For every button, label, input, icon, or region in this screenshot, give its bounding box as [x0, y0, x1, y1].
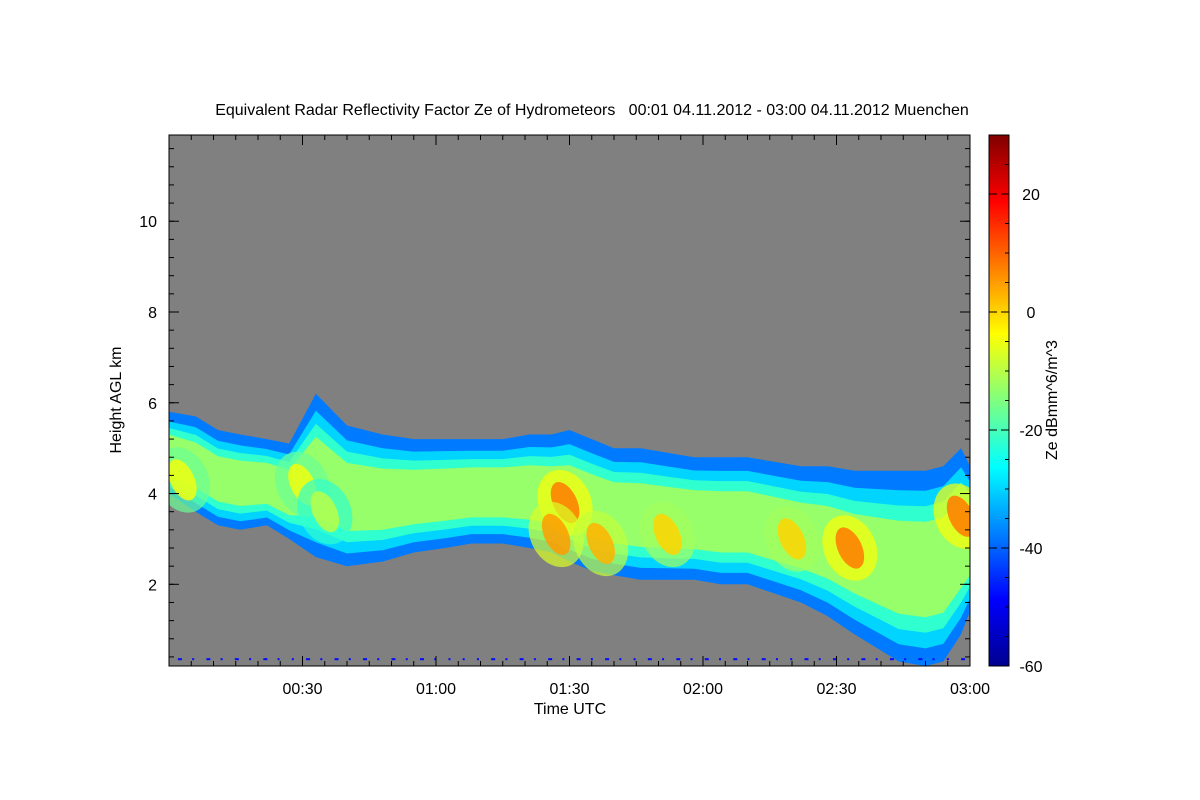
colorbar-title: Ze dBmm^6/m^3 — [1044, 340, 1061, 460]
surface-echo — [206, 658, 211, 661]
reflectivity-core — [541, 513, 571, 555]
y-tick-label: 10 — [139, 214, 157, 231]
surface-echo — [804, 658, 809, 661]
surface-echo — [434, 658, 437, 661]
surface-echo — [348, 658, 351, 661]
surface-echo — [391, 658, 396, 661]
surface-echo — [747, 658, 750, 661]
surface-echo — [320, 658, 323, 661]
surface-echo — [277, 658, 280, 661]
surface-echo — [419, 658, 424, 661]
surface-echo — [690, 658, 693, 661]
surface-echo — [448, 658, 451, 661]
x-tick-label: 02:00 — [683, 681, 723, 698]
surface-echo — [562, 658, 565, 661]
surface-echo — [491, 658, 496, 661]
reflectivity-field — [169, 393, 970, 666]
y-tick-label: 2 — [148, 577, 157, 594]
x-tick-label: 02:30 — [816, 681, 856, 698]
surface-echo — [234, 658, 239, 661]
surface-echo — [462, 658, 465, 661]
surface-echo — [847, 658, 850, 661]
surface-echo — [961, 658, 966, 661]
surface-echo — [519, 658, 524, 661]
surface-echo — [505, 658, 508, 661]
surface-echo — [733, 658, 738, 661]
surface-echo — [576, 658, 581, 661]
y-axis-title: Height AGL km — [108, 346, 125, 453]
surface-echo — [220, 658, 223, 661]
surface-echo — [889, 658, 894, 661]
surface-echo — [619, 658, 622, 661]
surface-echo — [476, 658, 479, 661]
surface-echo — [704, 658, 709, 661]
colorbar-tick-label: -20 — [1019, 423, 1042, 440]
x-tick-label: 01:00 — [416, 681, 456, 698]
surface-echo — [633, 658, 636, 661]
surface-echo — [861, 658, 866, 661]
reflectivity-core — [310, 491, 340, 533]
surface-echo — [875, 658, 878, 661]
reflectivity-core — [653, 513, 682, 555]
surface-echo — [832, 658, 837, 661]
colorbar-tick-label: 0 — [1027, 305, 1036, 322]
reflectivity-core — [777, 518, 807, 560]
surface-echo — [377, 658, 380, 661]
surface-echo — [790, 658, 793, 661]
x-tick-label: 03:00 — [950, 681, 990, 698]
surface-echo — [590, 658, 593, 661]
surface-echo — [719, 658, 722, 661]
surface-echo — [761, 658, 766, 661]
x-tick-label: 00:30 — [282, 681, 322, 698]
y-tick-label: 6 — [148, 396, 157, 413]
surface-echo — [548, 658, 553, 661]
surface-echo — [605, 658, 610, 661]
surface-echo — [192, 658, 195, 661]
surface-echo — [647, 658, 652, 661]
axes: 00:30 01:00 01:30 02:00 02:30 03:00 2 4 6 8 10 — [139, 135, 990, 698]
x-tick-label: 01:30 — [549, 681, 589, 698]
colorbar-tick-label: -40 — [1019, 541, 1042, 558]
reflectivity-core — [946, 495, 970, 537]
chart-title: Equivalent Radar Reflectivity Factor Ze … — [215, 102, 969, 119]
surface-echo — [946, 658, 949, 661]
surface-echo — [662, 658, 665, 661]
colorbar-axis: -60 -40 -20 0 20 — [989, 164, 1043, 676]
surface-echo — [775, 658, 778, 661]
surface-echo — [249, 658, 252, 661]
surface-echo — [818, 658, 821, 661]
surface-echo — [306, 658, 311, 661]
surface-echo — [177, 658, 182, 661]
reflectivity-core — [586, 522, 615, 565]
surface-echo — [904, 658, 907, 661]
x-axis-title: Time UTC — [534, 701, 606, 718]
surface-echo — [263, 658, 268, 661]
surface-echo — [363, 658, 368, 661]
surface-echo — [676, 658, 681, 661]
colorbar-tick-label: 20 — [1022, 187, 1040, 204]
surface-echo — [291, 658, 294, 661]
reflectivity-core — [835, 527, 865, 569]
surface-echo — [405, 658, 408, 661]
surface-echo — [932, 658, 935, 661]
reflectivity-core — [169, 459, 197, 501]
surface-echo — [533, 658, 536, 661]
colorbar-tick-label: -60 — [1019, 659, 1042, 676]
y-tick-label: 4 — [148, 487, 157, 504]
surface-echo — [334, 658, 339, 661]
y-tick-label: 8 — [148, 305, 157, 322]
surface-echo — [918, 658, 923, 661]
